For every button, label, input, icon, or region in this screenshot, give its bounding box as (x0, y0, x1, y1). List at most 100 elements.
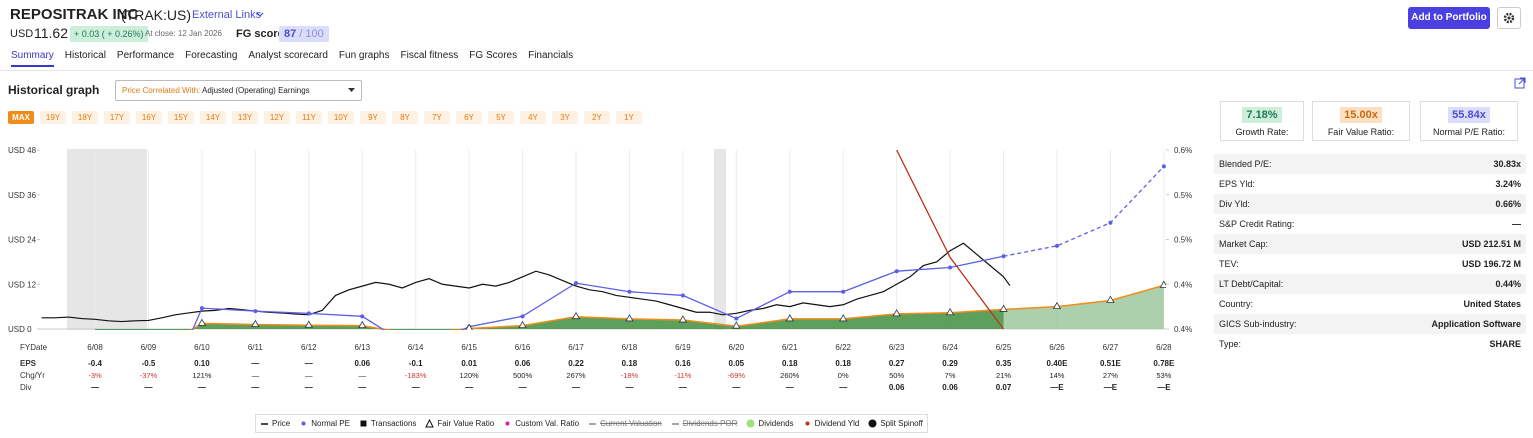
table-cell: — (251, 359, 259, 368)
range-button[interactable]: 16Y (136, 111, 162, 124)
legend-item[interactable]: Dividends (746, 419, 794, 428)
legend-item[interactable]: Current Valuation (588, 419, 662, 428)
legend-icon (671, 423, 679, 425)
icon (301, 421, 306, 426)
table-cell: -3% (88, 371, 102, 380)
table-cell: —E (1104, 383, 1118, 392)
range-button[interactable]: 2Y (584, 111, 610, 124)
tab[interactable]: Financials (528, 50, 574, 61)
icon (505, 421, 510, 426)
table-cell: 0.01 (461, 359, 477, 368)
table-cell: 0.29 (942, 359, 958, 368)
normal-pe-point (787, 289, 792, 294)
range-button[interactable]: 15Y (168, 111, 194, 124)
x-tick-label: 6/12 (301, 343, 317, 352)
fair-value-marker (1052, 301, 1062, 310)
legend-icon (805, 421, 810, 426)
tab[interactable]: Performance (116, 50, 175, 61)
tab[interactable]: FG Scores (469, 50, 518, 61)
fair-value-marker (251, 319, 260, 327)
range-button[interactable]: 10Y (328, 111, 354, 124)
table-cell: 0.06 (889, 383, 905, 392)
range-button[interactable]: 14Y (200, 111, 226, 124)
add-button[interactable]: Add to Portfolio (1408, 7, 1490, 29)
fair-value-marker (358, 320, 367, 329)
tab[interactable]: Summary (11, 50, 54, 67)
legend-item[interactable]: Dividends POR (671, 419, 737, 428)
range-button[interactable]: MAX (8, 111, 34, 124)
range-button[interactable]: 13Y (232, 111, 258, 124)
fair-value-marker (625, 314, 634, 322)
legend-item[interactable]: Dividend Yld (803, 419, 860, 428)
table-cell: — (305, 359, 313, 368)
settings-button[interactable] (1497, 7, 1521, 29)
stat-label: Growth Rate: (1235, 127, 1289, 137)
chevron (256, 12, 264, 17)
open-icon[interactable] (1514, 77, 1526, 89)
stat-value: 55.84x (1448, 107, 1490, 123)
stat-card: 7.18% Growth Rate: (1220, 101, 1304, 141)
caret (348, 88, 355, 92)
icon (868, 419, 877, 428)
table-cell: — (305, 383, 313, 392)
chart: 6/08 6/09 6/10 6/11 6/12 6/13 6/14 6/15 6/16 6/17… (8, 146, 1192, 392)
icon (425, 419, 435, 428)
row-label: EPS (20, 359, 37, 368)
legend-icon (301, 421, 306, 426)
stat-val: 3.24% (1495, 179, 1521, 189)
range-button[interactable]: 8Y (392, 111, 418, 124)
range-button[interactable]: 17Y (104, 111, 130, 124)
normal-pe-line (1003, 165, 1165, 257)
y2-tick-label: 0.5% (1174, 191, 1192, 200)
x-tick-label: 6/14 (408, 343, 424, 352)
range-button[interactable]: 12Y (264, 111, 290, 124)
range-button[interactable]: 3Y (552, 111, 578, 124)
range-button[interactable]: 6Y (456, 111, 482, 124)
normal-pe-point (520, 314, 525, 319)
legend-item[interactable]: Split Spinoff (868, 419, 923, 428)
table-cell: — (679, 383, 687, 392)
normal-pe-point (734, 316, 739, 321)
legend-label: Transactions (370, 419, 417, 428)
gear-icon (1503, 12, 1515, 24)
fg-max: / 100 (299, 28, 324, 40)
tab[interactable]: Analyst scorecard (248, 50, 328, 61)
range-button[interactable]: 11Y (296, 111, 322, 124)
legend-item[interactable]: Price (260, 419, 290, 428)
stat-val: Application Software (1431, 319, 1521, 329)
tab[interactable]: Historical (64, 50, 106, 61)
row-label: FYDate (20, 343, 48, 352)
legend-item[interactable]: Custom Val. Ratio (503, 419, 579, 428)
range-button[interactable]: 7Y (424, 111, 450, 124)
stat-key: Div Yld: (1219, 199, 1250, 209)
legend-item[interactable]: Transactions (359, 419, 417, 428)
external-links[interactable]: External Links (192, 9, 262, 21)
range-button[interactable]: 1Y (616, 111, 642, 124)
range-button[interactable]: 19Y (40, 111, 66, 124)
range-button[interactable]: 18Y (72, 111, 98, 124)
fair-value-marker (678, 315, 688, 323)
table-cell: -0.5 (142, 359, 156, 368)
legend-item[interactable]: Fair Value Ratio (425, 419, 494, 428)
range-button[interactable]: 9Y (360, 111, 386, 124)
table-cell: — (305, 371, 313, 380)
table-cell: 0.16 (675, 359, 691, 368)
correlation-select[interactable]: Price Correlated With: Adjusted (Operati… (115, 80, 362, 101)
fair-value-marker (892, 309, 901, 317)
stat-row: Div Yld: 0.66% (1214, 194, 1526, 214)
legend-icon (505, 421, 510, 426)
table-cell: 267% (566, 371, 586, 380)
stat-key: TEV: (1219, 259, 1239, 269)
tab[interactable]: Forecasting (185, 50, 238, 61)
tab[interactable]: Fun graphs (338, 50, 390, 61)
table-cell: 500% (513, 371, 533, 380)
table-cell: 121% (192, 371, 212, 380)
table-cell: 0.27 (889, 359, 905, 368)
legend-item[interactable]: Normal PE (299, 419, 350, 428)
table-cell: — (465, 383, 473, 392)
y2-tick-label: 0.5% (1174, 236, 1192, 245)
range-button[interactable]: 4Y (520, 111, 546, 124)
legend-label: Dividend Yld (814, 419, 860, 428)
tab[interactable]: Fiscal fitness (400, 50, 459, 61)
range-button[interactable]: 5Y (488, 111, 514, 124)
